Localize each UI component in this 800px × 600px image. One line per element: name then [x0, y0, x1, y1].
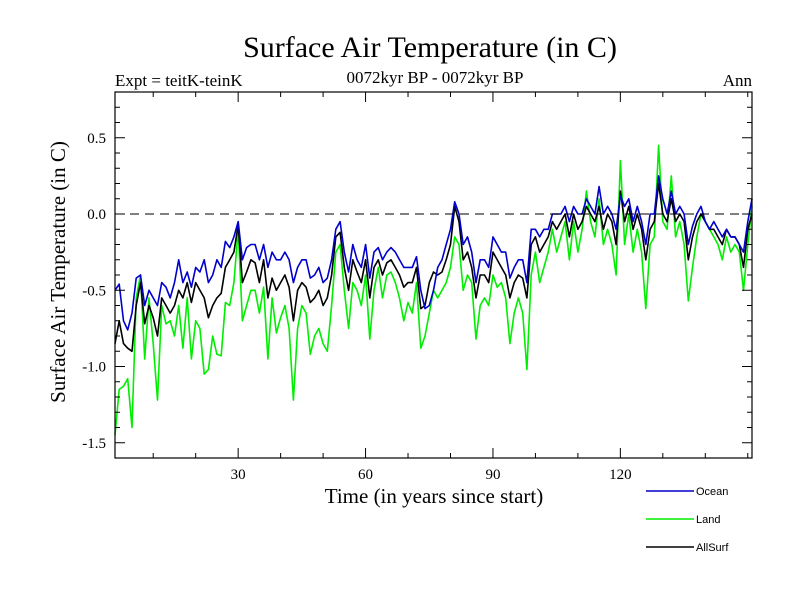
y-tick-label: 0.5	[87, 131, 106, 147]
legend-label-allsurf: AllSurf	[696, 542, 729, 554]
period-label: 0072kyr BP - 0072kyr BP	[347, 68, 524, 87]
series-line-allsurf	[114, 182, 753, 353]
x-tick-label: 90	[485, 467, 500, 483]
x-tick-label: 30	[231, 467, 246, 483]
legend-label-land: Land	[696, 514, 720, 526]
expt-label: Expt = teitK-teinK	[115, 71, 243, 90]
y-tick-label: 0.0	[87, 207, 106, 223]
x-tick-label: 120	[609, 467, 632, 483]
y-tick-label: -0.5	[82, 283, 106, 299]
season-label: Ann	[723, 71, 753, 90]
series-layer	[114, 144, 753, 436]
series-line-ocean	[114, 175, 753, 331]
ticks-layer: 30 60 90 120 -1.5 -1.0 -0.5 0.0 0.5	[82, 92, 752, 483]
y-axis-label: Surface Air Temperature (in C)	[46, 141, 70, 403]
x-axis-label: Time (in years since start)	[325, 484, 544, 508]
chart-title: Surface Air Temperature (in C)	[243, 31, 617, 64]
plot-frame	[114, 91, 753, 459]
plot-area: 30 60 90 120 -1.5 -1.0 -0.5 0.0 0.5	[82, 91, 753, 483]
x-tick-label: 60	[358, 467, 373, 483]
legend: Ocean Land AllSurf	[646, 486, 729, 554]
legend-label-ocean: Ocean	[696, 486, 728, 498]
y-tick-label: -1.5	[82, 436, 106, 452]
y-tick-label: -1.0	[82, 360, 106, 376]
